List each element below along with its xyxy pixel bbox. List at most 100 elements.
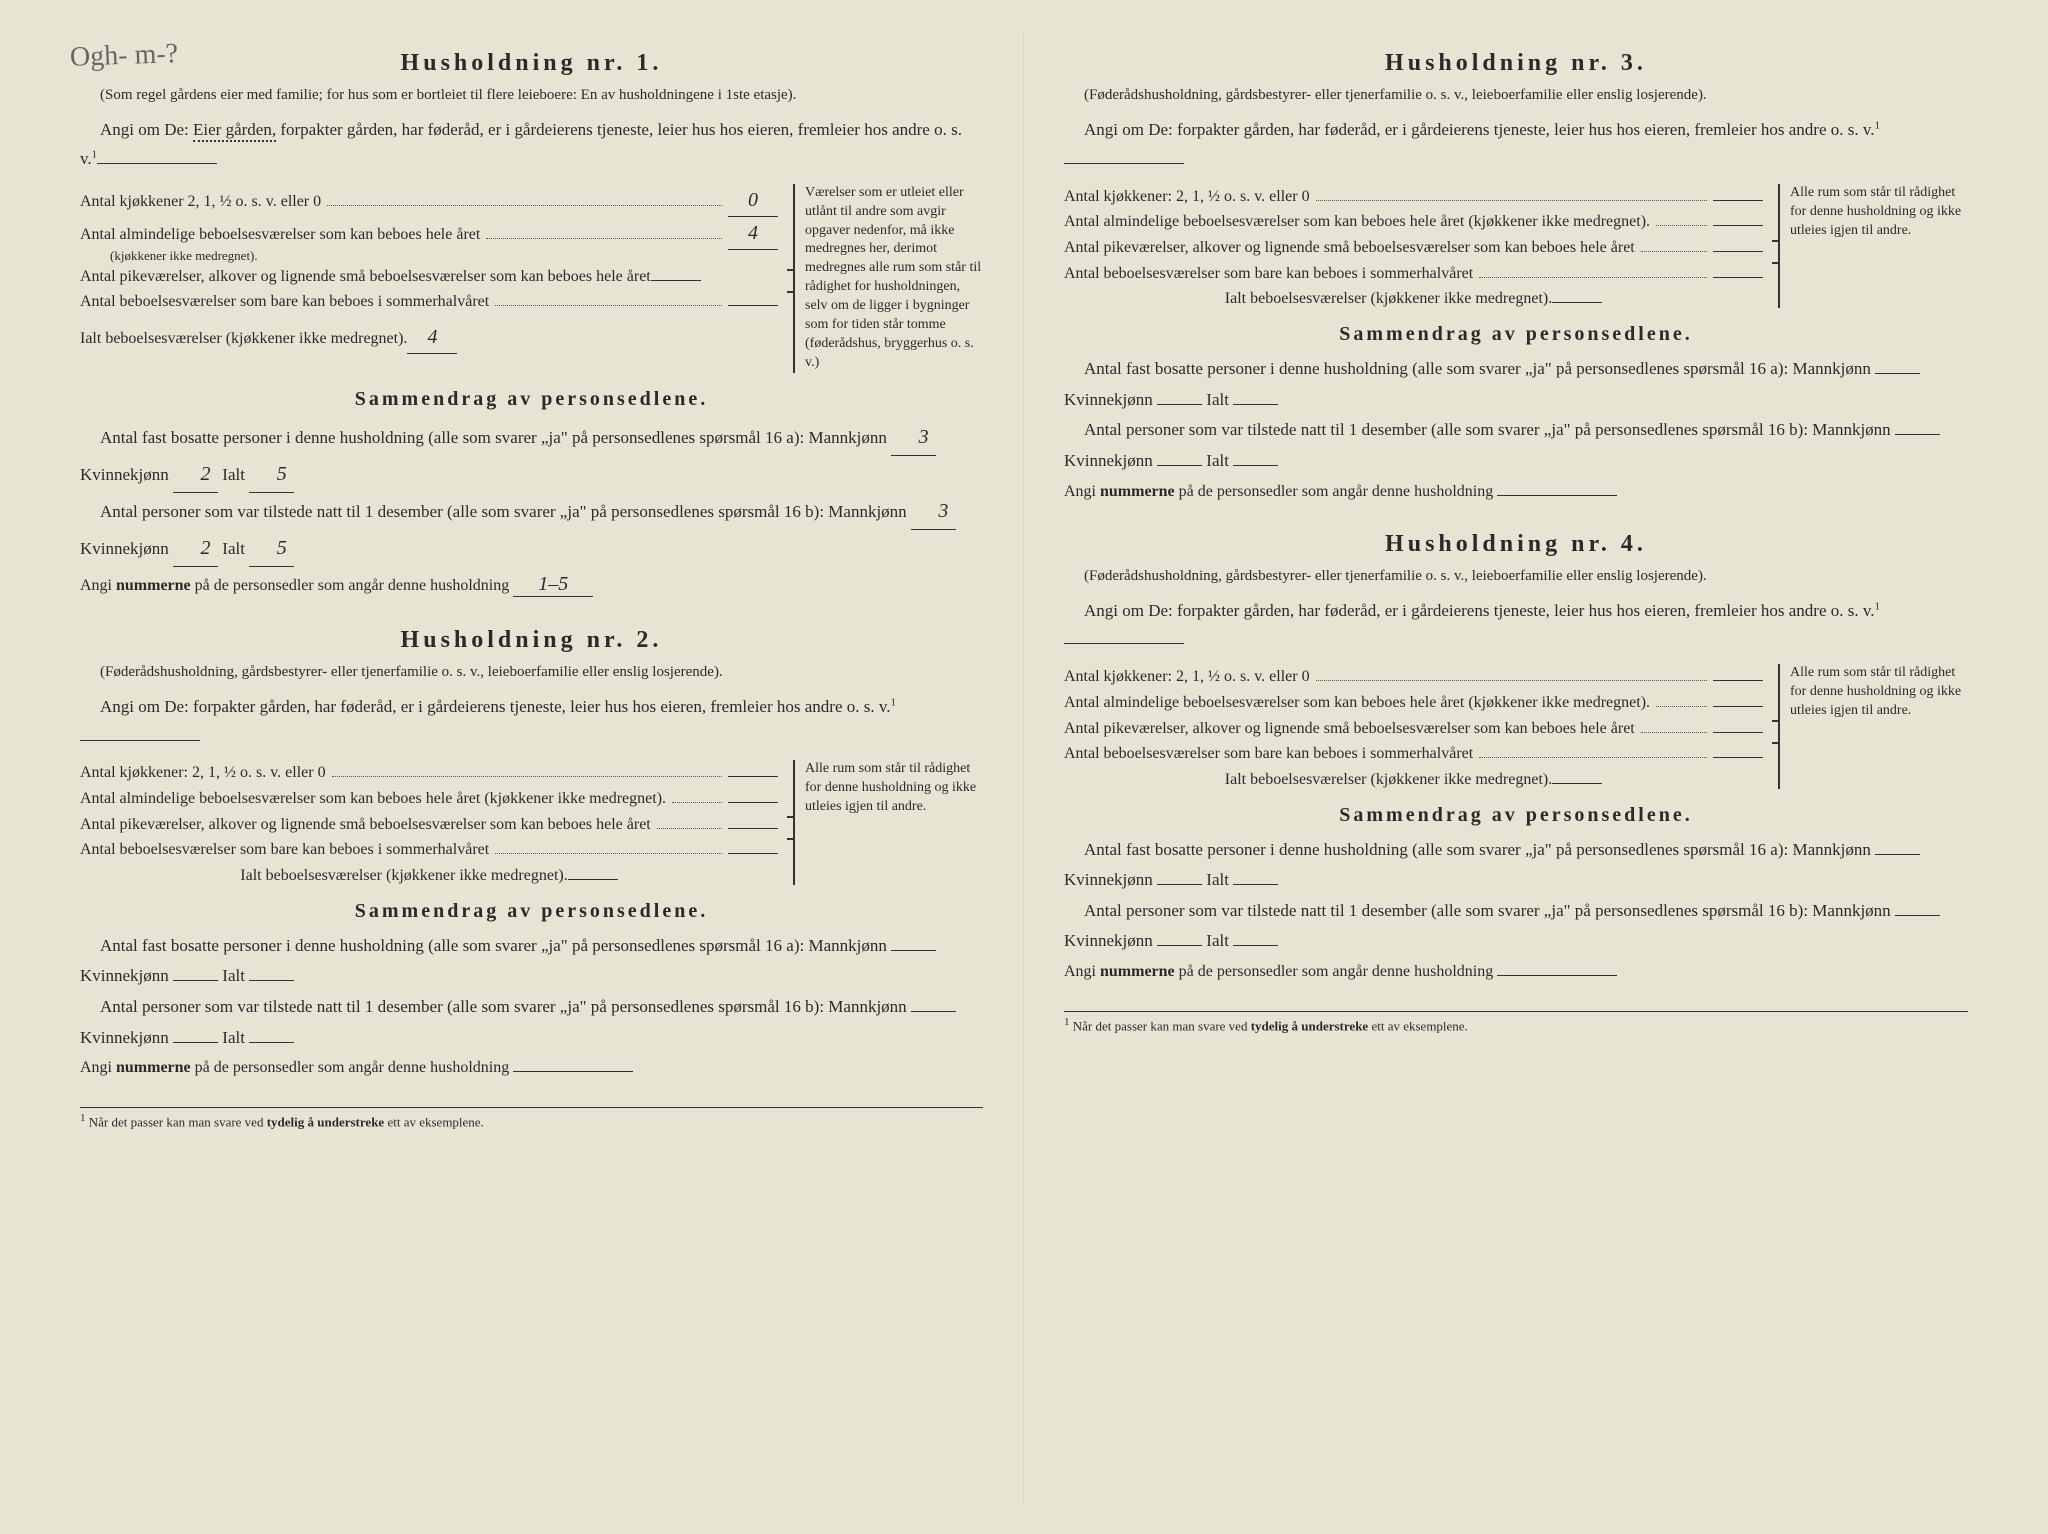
- ialt-label-2: Ialt: [1206, 931, 1229, 950]
- pres-text: Antal personer som var tilstede natt til…: [100, 997, 907, 1016]
- room-v4: [728, 853, 778, 854]
- nummerne-word: nummerne: [116, 577, 191, 594]
- room-total-label: Ialt beboelsesværelser (kjøkkener ikke m…: [1225, 771, 1552, 788]
- room-q1: Antal kjøkkener: 2, 1, ½ o. s. v. eller …: [80, 760, 326, 786]
- angi-line: Angi om De: Eier gården, forpakter gårde…: [80, 116, 983, 174]
- household-1: Husholdning nr. 1. (Som regel gårdens ei…: [80, 50, 983, 597]
- pres-text: Antal personer som var tilstede natt til…: [1084, 420, 1891, 439]
- angi-prefix: Angi om De:: [1084, 601, 1177, 620]
- room-v3: [1713, 251, 1763, 252]
- room-total: 4: [407, 321, 457, 354]
- room-v4: [1713, 277, 1763, 278]
- footnote: 1 Når det passer kan man svare ved tydel…: [1064, 1011, 1968, 1034]
- perm-i: [249, 980, 294, 981]
- household-4: Husholdning nr. 4. (Føderådshusholdning,…: [1064, 531, 1968, 982]
- room-q4: Antal beboelsesværelser som bare kan beb…: [80, 289, 489, 315]
- room-lines: Antal kjøkkener 2, 1, ½ o. s. v. eller 0…: [80, 184, 778, 373]
- footnote-marker: 1: [1064, 1016, 1070, 1028]
- pres-line: Antal personer som var tilstede natt til…: [80, 493, 983, 567]
- room-q4: Antal beboelsesværelser som bare kan beb…: [80, 837, 489, 863]
- room-v2: 4: [728, 217, 778, 250]
- nummer-line: Angi nummerne Angi nummerne på de person…: [80, 573, 983, 597]
- room-q4: Antal beboelsesværelser som bare kan beb…: [1064, 261, 1473, 287]
- household-note: (Føderådshusholdning, gårdsbestyrer- ell…: [1064, 85, 1968, 106]
- angi-blank: [80, 740, 200, 741]
- perm-line: Antal fast bosatte personer i denne hush…: [80, 931, 983, 992]
- nummer-line: Angi nummerne på de personsedler som ang…: [1064, 483, 1968, 501]
- nummerne-word: nummerne: [1100, 483, 1175, 500]
- angi-prefix: Angi om De:: [100, 697, 193, 716]
- pres-k: [1157, 945, 1202, 946]
- room-section: Antal kjøkkener: 2, 1, ½ o. s. v. eller …: [1064, 184, 1968, 308]
- room-lines: Antal kjøkkener: 2, 1, ½ o. s. v. eller …: [1064, 184, 1763, 308]
- perm-i: 5: [249, 456, 294, 493]
- kvinne-label: Kvinnekjønn: [1064, 390, 1153, 409]
- pres-line: Antal personer som var tilstede natt til…: [80, 992, 983, 1053]
- perm-line: Antal fast bosatte personer i denne hush…: [80, 419, 983, 493]
- angi-blank: [1064, 163, 1184, 164]
- perm-line: Antal fast bosatte personer i denne hush…: [1064, 835, 1968, 896]
- pres-i: [249, 1042, 294, 1043]
- room-total: [1552, 783, 1602, 784]
- room-total-label: Ialt beboelsesværelser (kjøkkener ikke m…: [80, 326, 407, 352]
- kvinne-label-2: Kvinnekjønn: [1064, 931, 1153, 950]
- pres-k: 2: [173, 530, 218, 567]
- summary-title: Sammendrag av personsedlene.: [1064, 323, 1968, 346]
- angi-rest: forpakter gården, har føderåd, er i gård…: [1177, 120, 1874, 139]
- household-title: Husholdning nr. 3.: [1064, 50, 1968, 77]
- perm-text: Antal fast bosatte personer i denne hush…: [1084, 359, 1871, 378]
- footnote-bold: tydelig å understreke: [1251, 1018, 1368, 1033]
- angi-rest: forpakter gården, har føderåd, er i gård…: [1177, 601, 1874, 620]
- kvinne-label-2: Kvinnekjønn: [80, 1028, 169, 1047]
- household-note: (Føderådshusholdning, gårdsbestyrer- ell…: [80, 662, 983, 683]
- angi-word: Angi: [1064, 483, 1096, 500]
- pres-text: Antal personer som var tilstede natt til…: [1084, 901, 1891, 920]
- angi-line: Angi om De: forpakter gården, har føderå…: [1064, 116, 1968, 174]
- angi-prefix: Angi om De:: [1084, 120, 1177, 139]
- nummer-val: [513, 1071, 633, 1072]
- room-q3: Antal pikeværelser, alkover og lignende …: [1064, 235, 1635, 261]
- room-q4: Antal beboelsesværelser som bare kan beb…: [1064, 741, 1473, 767]
- pres-m: [1895, 915, 1940, 916]
- household-3: Husholdning nr. 3. (Føderådshusholdning,…: [1064, 50, 1968, 501]
- angi-line: Angi om De: forpakter gården, har føderå…: [80, 693, 983, 751]
- room-v2: [1713, 225, 1763, 226]
- footnote-marker: 1: [80, 1112, 86, 1124]
- footnote: 1 Når det passer kan man svare ved tydel…: [80, 1107, 983, 1130]
- ialt-label-2: Ialt: [222, 1028, 245, 1047]
- kvinne-label-2: Kvinnekjønn: [80, 539, 169, 558]
- angi-underlined: Eier gården,: [193, 120, 276, 142]
- perm-i: [1233, 884, 1278, 885]
- room-total-label: Ialt beboelsesværelser (kjøkkener ikke m…: [240, 867, 567, 884]
- room-q2: Antal almindelige beboelsesværelser som …: [1064, 209, 1650, 235]
- page-left: Ogh- m-? Husholdning nr. 1. (Som regel g…: [40, 30, 1024, 1504]
- side-note: Alle rum som står til rådighet for denne…: [1778, 184, 1968, 308]
- ialt-label-2: Ialt: [1206, 451, 1229, 470]
- pres-i: [1233, 945, 1278, 946]
- room-v2: [728, 802, 778, 803]
- room-q2: Antal almindelige beboelsesværelser som …: [80, 222, 480, 248]
- room-v4: [1713, 757, 1763, 758]
- room-total: [1552, 302, 1602, 303]
- pres-k: [1157, 465, 1202, 466]
- ialt-label: Ialt: [1206, 870, 1229, 889]
- footnote-ref: 1: [92, 148, 98, 160]
- summary-title: Sammendrag av personsedlene.: [80, 388, 983, 411]
- room-section: Antal kjøkkener 2, 1, ½ o. s. v. eller 0…: [80, 184, 983, 373]
- footnote-ref: 1: [1875, 600, 1881, 612]
- household-title: Husholdning nr. 2.: [80, 627, 983, 654]
- room-q1: Antal kjøkkener 2, 1, ½ o. s. v. eller 0: [80, 189, 321, 215]
- summary-title: Sammendrag av personsedlene.: [1064, 804, 1968, 827]
- angi-blank: [97, 163, 217, 164]
- nummer-line: Angi nummerne på de personsedler som ang…: [80, 1059, 983, 1077]
- angi-rest: forpakter gården, har føderåd, er i gård…: [193, 697, 890, 716]
- nummerne-word: nummerne: [116, 1059, 191, 1076]
- pres-i: [1233, 465, 1278, 466]
- pres-m: [911, 1011, 956, 1012]
- room-q2: Antal almindelige beboelsesværelser som …: [1064, 690, 1650, 716]
- perm-text: Antal fast bosatte personer i denne hush…: [1084, 840, 1871, 859]
- footnote-bold: tydelig å understreke: [267, 1115, 384, 1130]
- perm-k: [1157, 404, 1202, 405]
- pres-m: 3: [911, 493, 956, 530]
- room-section: Antal kjøkkener: 2, 1, ½ o. s. v. eller …: [1064, 664, 1968, 788]
